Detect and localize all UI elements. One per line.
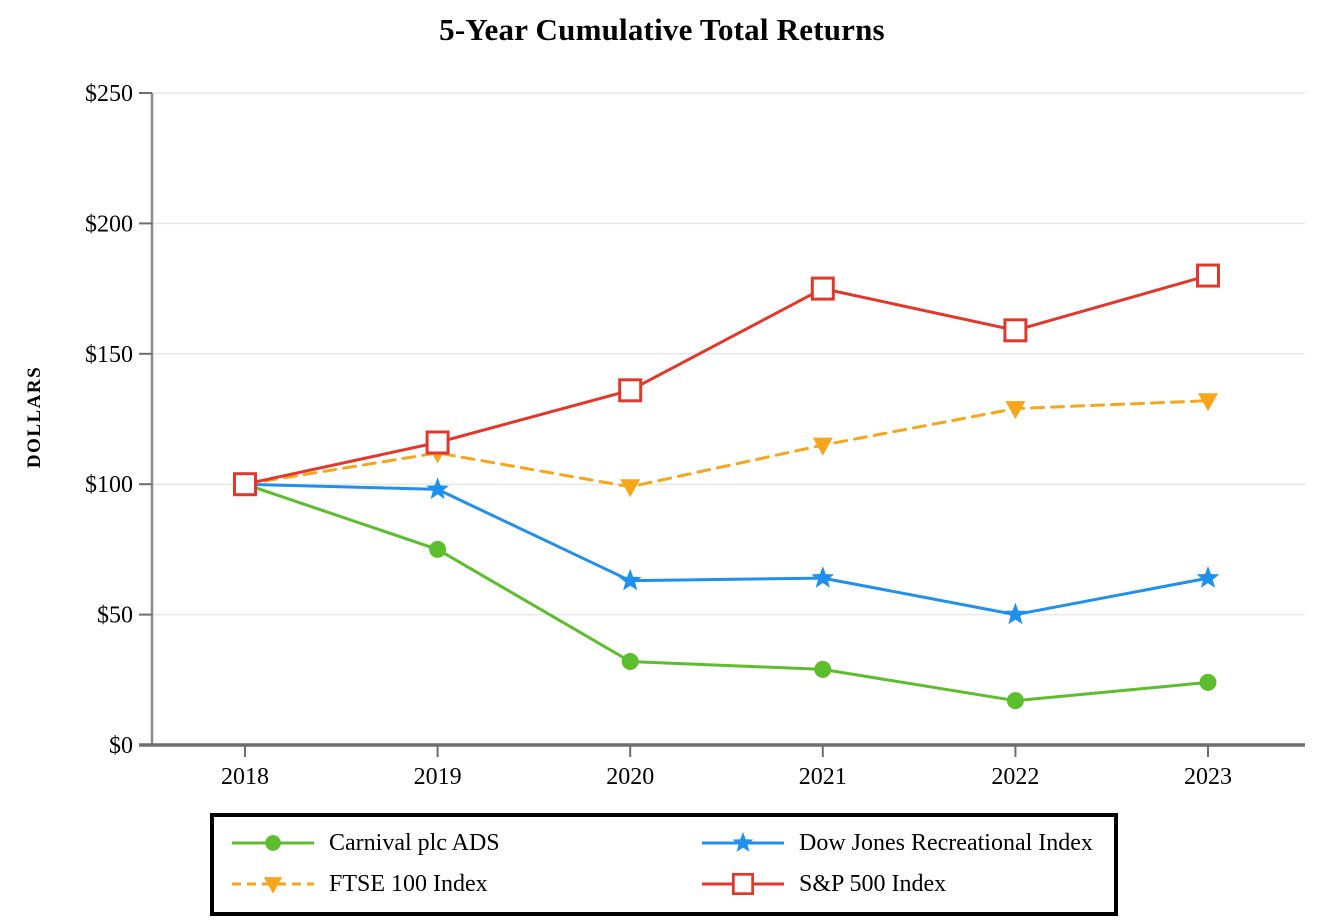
legend-item-dow-jones-recreational-index: Dow Jones Recreational Index	[700, 828, 1108, 858]
axis-layer	[139, 92, 1305, 757]
y-tick-label-200: $200	[85, 211, 133, 237]
marker-carnival-plc-ads-2020	[621, 653, 639, 671]
marker-ftse-100-index-2021	[812, 437, 833, 456]
marker-s-p-500-index-2019	[425, 430, 450, 455]
legend-item-ftse-100-index: FTSE 100 Index	[230, 869, 700, 899]
legend-label-carnival-plc-ads: Carnival plc ADS	[329, 829, 500, 856]
y-tick-label-250: $250	[85, 81, 133, 107]
gridline-layer	[152, 92, 1305, 616]
x-tick-label-2023: 2023	[1184, 764, 1232, 790]
x-tick-label-2018: 2018	[221, 764, 269, 790]
series-line-s-p-500-index	[243, 274, 1210, 486]
y-tick-label-150: $150	[85, 342, 133, 368]
marker-dow-jones-recreational-index-2020	[618, 568, 642, 591]
marker-dow-jones-recreational-index-2022	[1004, 602, 1027, 625]
y-axis-title: DOLLARS	[24, 366, 45, 468]
marker-s-p-500-index-2021	[810, 276, 835, 301]
legend-glyph-s-p-500-index	[731, 873, 755, 896]
marker-ftse-100-index-2020	[620, 479, 641, 498]
y-tick-label-0: $0	[109, 733, 133, 759]
marker-carnival-plc-ads-2023	[1199, 673, 1217, 691]
chart-title: 5-Year Cumulative Total Returns	[439, 12, 885, 47]
x-tick-label-2021: 2021	[799, 764, 847, 790]
marker-carnival-plc-ads-2022	[1006, 692, 1024, 710]
x-tick-label-2020: 2020	[606, 764, 654, 790]
marker-carnival-plc-ads-2021	[814, 660, 832, 678]
legend-label-s-p-500-index: S&P 500 Index	[799, 871, 947, 898]
marker-s-p-500-index-2022	[1003, 318, 1028, 343]
legend-glyph-carnival-plc-ads	[265, 834, 281, 851]
marker-carnival-plc-ads-2019	[429, 540, 447, 558]
legend-label-dow-jones-recreational-index: Dow Jones Recreational Index	[799, 829, 1093, 856]
legend-glyph-dow-jones-recreational-index	[732, 831, 754, 852]
marker-dow-jones-recreational-index-2019	[426, 477, 449, 500]
marker-s-p-500-index-2020	[618, 378, 643, 403]
series-line-carnival-plc-ads	[243, 482, 1210, 703]
legend-label-ftse-100-index: FTSE 100 Index	[329, 871, 488, 898]
series-line-ftse-100-index	[243, 399, 1210, 489]
x-tick-label-2022: 2022	[991, 764, 1039, 790]
legend-item-carnival-plc-ads: Carnival plc ADS	[230, 828, 700, 858]
marker-dow-jones-recreational-index-2021	[811, 566, 835, 588]
legend-marker-circle-icon	[232, 834, 314, 851]
legend-glyph-ftse-100-index	[263, 877, 283, 894]
series-layer	[233, 263, 1220, 710]
marker-ftse-100-index-2023	[1198, 393, 1218, 412]
y-tick-label-50: $50	[97, 603, 133, 629]
legend-marker-square-open-icon	[702, 873, 784, 896]
marker-s-p-500-index-2023	[1196, 263, 1220, 288]
legend-marker-triangle-down-icon	[232, 877, 314, 894]
tick-label-layer: $0 $50 $100 $150 $200 $250 2018 2019 2020 2021 202…	[85, 81, 1232, 790]
chart-legend: Carnival plc ADS Dow Jones Recreational I…	[210, 813, 1118, 916]
legend-marker-star-icon	[702, 831, 784, 852]
marker-dow-jones-recreational-index-2023	[1196, 566, 1220, 588]
x-tick-label-2019: 2019	[414, 764, 462, 790]
series-line-dow-jones-recreational-index	[243, 482, 1210, 617]
y-tick-label-100: $100	[85, 472, 133, 498]
marker-ftse-100-index-2022	[1005, 401, 1026, 420]
legend-item-s-p-500-index: S&P 500 Index	[700, 869, 1108, 899]
marker-s-p-500-index-2018	[233, 472, 257, 497]
